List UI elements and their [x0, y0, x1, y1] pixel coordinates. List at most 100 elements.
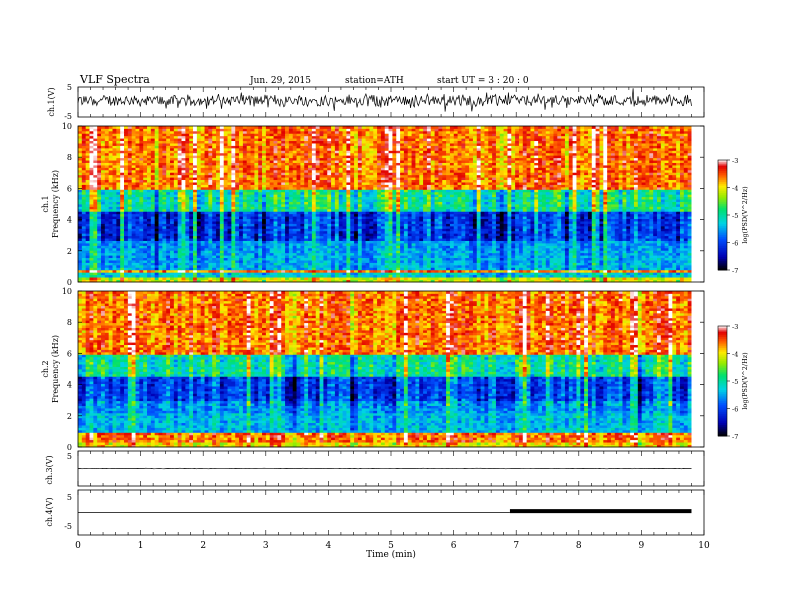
- spectrogram-cell: [545, 277, 551, 280]
- spectrogram-cell: [599, 272, 604, 276]
- spectrogram-cell: [687, 274, 692, 278]
- spectrogram-cell: [334, 267, 340, 271]
- spectrogram-cell: [645, 235, 650, 239]
- spectrogram-cell: [603, 252, 608, 256]
- spectrogram-cell: [315, 247, 320, 251]
- spectrogram-cell: [664, 230, 669, 234]
- spectrogram-cell: [308, 279, 313, 283]
- spectrogram-cell: [342, 240, 347, 244]
- spectrogram-cell: [166, 223, 171, 227]
- spectrogram-cell: [407, 235, 412, 239]
- spectrogram-cell: [108, 218, 113, 222]
- spectrogram-cell: [331, 218, 336, 222]
- spectrogram-cell: [503, 228, 508, 232]
- spectrogram-cell: [400, 213, 405, 217]
- spectrogram-cell: [557, 255, 562, 259]
- spectrogram-cell: [208, 252, 213, 256]
- spectrogram-cell: [664, 250, 669, 254]
- spectrogram-cell: [216, 211, 221, 215]
- spectrogram-cell: [327, 257, 332, 261]
- spectrogram-cell: [649, 238, 654, 241]
- spectrogram-cell: [258, 221, 263, 224]
- spectrogram-cell: [131, 274, 136, 278]
- spectrogram-cell: [457, 262, 462, 266]
- spectrogram-cell: [200, 260, 205, 263]
- spectrogram-cell: [384, 255, 389, 259]
- spectrogram-cell: [549, 206, 554, 210]
- spectrogram-cell: [507, 206, 512, 210]
- spectrogram-cell: [250, 262, 255, 266]
- spectrogram-cell: [392, 218, 397, 222]
- spectrogram-cell: [511, 225, 516, 229]
- spectrogram-cell: [173, 230, 179, 234]
- spectrogram-cell: [304, 257, 309, 261]
- spectrogram-cell: [239, 269, 244, 273]
- spectrogram-cell: [607, 213, 612, 217]
- spectrogram-cell: [354, 267, 359, 271]
- spectrogram-cell: [446, 255, 451, 259]
- spectrogram-cell: [457, 257, 462, 261]
- spectrogram-cell: [469, 243, 474, 246]
- spectrogram-cell: [331, 255, 336, 259]
- spectrogram-cell: [607, 221, 612, 224]
- spectrogram-cell: [127, 279, 133, 283]
- spectrogram-cell: [676, 240, 681, 244]
- spectrogram-cell: [591, 208, 597, 212]
- spectrogram-cell: [518, 250, 524, 254]
- spectrogram-cell: [618, 235, 623, 239]
- spectrogram-cell: [223, 228, 228, 232]
- spectrogram-cell: [108, 250, 113, 254]
- spectrogram-cell: [591, 233, 597, 237]
- spectrogram-cell: [162, 262, 167, 266]
- spectrogram-cell: [626, 255, 631, 259]
- spectrogram-cell: [541, 211, 547, 215]
- spectrogram-cell: [461, 216, 466, 220]
- spectrogram-cell: [269, 240, 274, 244]
- spectrogram-cell: [607, 243, 612, 246]
- spectrogram-cell: [672, 247, 677, 251]
- spectrogram-cell: [361, 264, 366, 268]
- spectrogram-cell: [503, 233, 508, 237]
- spectrogram-cell: [630, 213, 635, 217]
- spectrogram-cell: [262, 247, 267, 251]
- spectrogram-cell: [380, 238, 386, 241]
- spectrogram-cell: [147, 221, 152, 224]
- spectrogram-cell: [534, 208, 539, 212]
- spectrogram-cell: [85, 240, 90, 244]
- spectrogram-cell: [396, 247, 401, 251]
- spectrogram-cell: [637, 243, 643, 246]
- spectrogram-cell: [633, 252, 639, 256]
- spectrogram-cell: [610, 238, 616, 241]
- spectrogram-cell: [649, 216, 654, 220]
- spectrogram-cell: [630, 247, 635, 251]
- spectrogram-cell: [162, 247, 167, 251]
- spectrogram-cell: [595, 243, 600, 246]
- spectrogram-cell: [85, 213, 90, 217]
- spectrogram-cell: [610, 211, 616, 215]
- spectrogram-cell: [622, 225, 627, 229]
- spectrogram-cell: [235, 264, 240, 268]
- spectrogram-cell: [227, 250, 232, 254]
- spectrogram-cell: [388, 257, 393, 261]
- spectrogram-cell: [557, 235, 562, 239]
- spectrogram-cell: [587, 230, 593, 234]
- spectrogram-cell: [242, 243, 248, 246]
- spectrogram-cell: [545, 269, 551, 273]
- spectrogram-cell: [576, 269, 581, 273]
- spectrogram-cell: [446, 260, 451, 263]
- spectrogram-cell: [239, 208, 244, 212]
- spectrogram-cell: [488, 269, 493, 273]
- spectrogram-cell: [630, 206, 635, 210]
- spectrogram-cell: [591, 255, 597, 259]
- spectrogram-cell: [526, 277, 531, 280]
- spectrogram-cell: [388, 221, 393, 224]
- spectrogram-cell: [365, 264, 370, 268]
- spectrogram-cell: [492, 269, 497, 273]
- spectrogram-cell: [465, 206, 470, 210]
- spectrogram-cell: [396, 213, 401, 217]
- spectrogram-cell: [388, 230, 393, 234]
- spectrogram-cell: [545, 223, 551, 227]
- spectrogram-cell: [331, 277, 336, 280]
- spectrogram-cell: [403, 243, 409, 246]
- spectrogram-cell: [530, 223, 535, 227]
